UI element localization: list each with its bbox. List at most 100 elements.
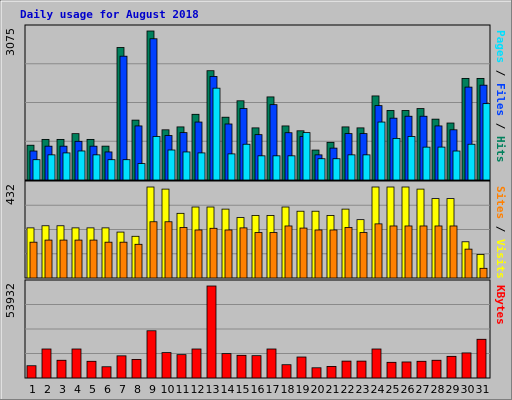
bar-kbytes-day-8: [131, 359, 142, 379]
bar-sites-day-1: [29, 241, 38, 279]
bar-kbytes-day-28: [431, 359, 442, 379]
panel-kbytes: 53932 KBytes: [4, 279, 507, 379]
x-tick-label: 6: [104, 383, 111, 396]
bar-sites-day-13: [209, 227, 218, 279]
x-tick-label: 2: [44, 383, 51, 396]
bar-sites-day-29: [449, 225, 458, 279]
x-tick-label: 1: [29, 383, 36, 396]
bar-pages-day-14: [227, 153, 236, 181]
bar-sites-day-3: [59, 239, 68, 279]
x-tick-label: 9: [149, 383, 156, 396]
side-legend-part: Files: [494, 83, 507, 116]
bar-kbytes-day-17: [266, 348, 277, 379]
bar-kbytes-day-29: [446, 355, 457, 379]
bar-kbytes-day-12: [191, 348, 202, 379]
bar-pages-day-31: [482, 103, 491, 181]
x-tick-label: 7: [119, 383, 126, 396]
x-tick-label: 20: [311, 383, 325, 396]
bar-pages-day-19: [302, 132, 311, 181]
bar-sites-day-18: [284, 225, 293, 279]
x-tick-label: 13: [206, 383, 220, 396]
side-legend-part: /: [494, 116, 507, 136]
bar-sites-day-17: [269, 232, 278, 279]
x-tick-label: 4: [74, 383, 81, 396]
bar-pages-day-30: [467, 143, 476, 181]
bar-kbytes-day-9: [146, 330, 157, 379]
bar-pages-day-22: [347, 154, 356, 181]
bar-sites-day-26: [404, 225, 413, 279]
bar-kbytes-day-31: [476, 338, 487, 379]
bar-sites-day-4: [74, 239, 83, 279]
bar-pages-day-27: [422, 146, 431, 181]
x-tick-label: 3: [59, 383, 66, 396]
x-tick-label: 23: [356, 383, 370, 396]
bar-kbytes-day-2: [41, 348, 52, 379]
axis-max-label: 432: [4, 184, 17, 205]
axis-max-label: 3075: [4, 28, 17, 56]
side-legend-part: /: [494, 219, 507, 239]
x-tick-label: 10: [161, 383, 175, 396]
bar-kbytes-day-14: [221, 353, 232, 379]
bar-kbytes-day-1: [26, 365, 37, 379]
bar-pages-day-23: [362, 154, 371, 181]
bar-pages-day-13: [212, 87, 221, 181]
x-tick-label: 14: [221, 383, 235, 396]
x-tick-label: 19: [296, 383, 310, 396]
x-tick-label: 5: [89, 383, 96, 396]
x-tick-label: 18: [281, 383, 295, 396]
bar-pages-day-6: [107, 159, 116, 181]
side-legend: Sites / Visits: [494, 186, 507, 279]
bar-pages-day-1: [32, 159, 41, 181]
x-tick-label: 28: [431, 383, 445, 396]
bar-sites-day-27: [419, 225, 428, 279]
bar-pages-day-28: [437, 146, 446, 181]
bar-sites-day-11: [179, 227, 188, 279]
x-tick-label: 25: [386, 383, 400, 396]
x-axis-ticks: 1 2 3 4 5 6 7 8 9 10 11 12 13 14 15 16 17 18 19 20 21 22 23 24 2…: [29, 383, 490, 396]
side-legend: KBytes: [494, 285, 507, 325]
bar-pages-day-10: [167, 149, 176, 181]
side-legend-part: Hits: [494, 136, 507, 163]
bar-sites-day-25: [389, 225, 398, 279]
bar-sites-day-19: [299, 227, 308, 279]
bar-sites-day-16: [254, 232, 263, 279]
bar-sites-day-30: [464, 248, 473, 279]
side-legend-part: Sites: [494, 186, 507, 219]
bar-sites-day-8: [134, 243, 143, 279]
side-legend-part: Pages: [494, 30, 507, 63]
bar-sites-day-6: [104, 241, 113, 279]
bar-sites-day-24: [374, 223, 383, 279]
x-tick-label: 21: [326, 383, 340, 396]
bar-pages-day-20: [317, 158, 326, 181]
bar-pages-day-4: [77, 150, 86, 181]
x-tick-label: 31: [476, 383, 490, 396]
side-legend-part: /: [494, 63, 507, 83]
bar-sites-day-7: [119, 241, 128, 279]
bar-sites-day-23: [359, 232, 368, 279]
bar-pages-day-3: [62, 152, 71, 181]
bar-pages-day-24: [377, 121, 386, 181]
bar-kbytes-day-30: [461, 352, 472, 379]
bar-pages-day-25: [392, 138, 401, 181]
bar-kbytes-day-16: [251, 355, 262, 379]
bar-kbytes-day-3: [56, 359, 67, 379]
bar-pages-day-5: [92, 154, 101, 181]
x-tick-label: 15: [236, 383, 250, 396]
x-tick-label: 17: [266, 383, 280, 396]
bar-kbytes-day-27: [416, 360, 427, 379]
bar-sites-day-28: [434, 225, 443, 279]
bar-pages-day-16: [257, 155, 266, 181]
bar-sites-day-14: [224, 229, 233, 279]
x-tick-label: 22: [341, 383, 355, 396]
x-tick-label: 8: [134, 383, 141, 396]
bar-kbytes-day-18: [281, 364, 292, 379]
bar-pages-day-2: [47, 154, 56, 181]
bar-kbytes-day-15: [236, 354, 247, 379]
bar-pages-day-26: [407, 136, 416, 181]
x-tick-label: 30: [461, 383, 475, 396]
bar-pages-day-9: [152, 136, 161, 181]
side-legend-part: Visits: [494, 239, 507, 279]
bar-sites-day-12: [194, 229, 203, 279]
